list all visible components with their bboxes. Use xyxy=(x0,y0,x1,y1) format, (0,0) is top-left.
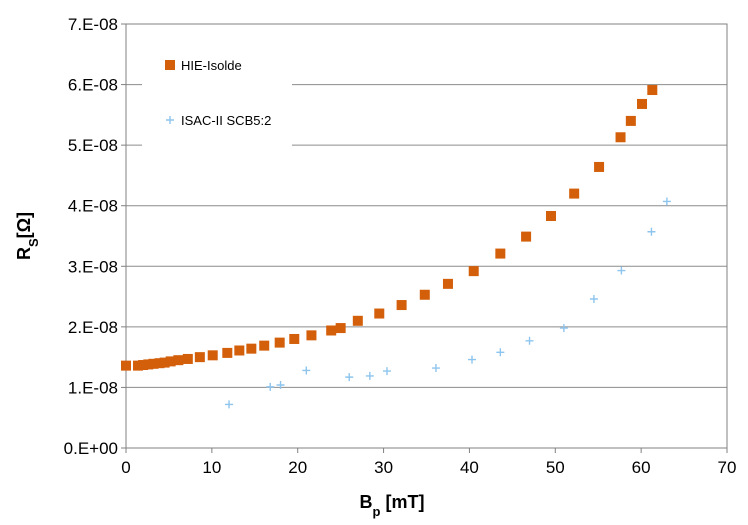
legend: HIE-Isolde ISAC-II SCB5:2 xyxy=(142,40,292,150)
data-point xyxy=(365,371,374,380)
legend-box xyxy=(142,40,292,150)
data-point xyxy=(335,323,346,334)
data-point xyxy=(274,337,285,348)
data-point xyxy=(133,360,144,371)
data-point xyxy=(468,266,479,277)
data-point xyxy=(302,366,311,375)
data-point xyxy=(165,356,176,367)
data-point xyxy=(495,248,506,259)
data-point xyxy=(148,358,159,369)
data-point xyxy=(225,400,234,409)
y-axis-ticks: 0.E+00 1.E-08 2.E-08 3.E-08 4.E-08 5.E-08 6.E-… xyxy=(64,15,126,458)
data-point xyxy=(442,278,453,289)
x-axis-ticks: 0 10 20 30 40 50 60 70 xyxy=(121,448,736,477)
x-tick-label: 70 xyxy=(718,458,737,477)
data-point xyxy=(207,350,218,361)
legend-plus-marker xyxy=(166,116,174,124)
data-point xyxy=(615,132,626,143)
data-point xyxy=(374,308,385,319)
y-tick-label: 4.E-08 xyxy=(68,197,118,216)
data-point xyxy=(594,161,605,172)
data-marks xyxy=(121,85,671,409)
x-tick-label: 50 xyxy=(546,458,565,477)
data-point xyxy=(121,360,131,371)
y-tick-label: 0.E+00 xyxy=(64,439,118,458)
data-point xyxy=(559,324,568,333)
data-point xyxy=(234,345,245,356)
data-point xyxy=(637,98,648,109)
data-point xyxy=(345,373,354,382)
legend-label-isac-ii: ISAC-II SCB5:2 xyxy=(181,113,271,128)
data-point xyxy=(326,325,337,336)
data-point xyxy=(647,85,658,96)
data-point xyxy=(276,381,285,390)
y-tick-label: 6.E-08 xyxy=(68,76,118,95)
x-tick-label: 40 xyxy=(460,458,479,477)
data-point xyxy=(496,348,505,357)
data-point xyxy=(352,315,363,326)
data-point xyxy=(306,330,317,341)
legend-label-hie-isolde: HIE-Isolde xyxy=(181,58,242,73)
data-point xyxy=(289,333,300,344)
x-tick-label: 60 xyxy=(632,458,651,477)
data-point xyxy=(396,300,407,311)
legend-swatch-hie-isolde xyxy=(165,60,175,70)
data-point xyxy=(617,266,626,275)
data-point xyxy=(525,336,534,345)
y-axis-title: RS[Ω] xyxy=(14,212,41,260)
legend-swatch-isac-ii xyxy=(166,116,174,124)
gridlines xyxy=(126,84,727,388)
data-point xyxy=(569,188,580,199)
data-point xyxy=(647,227,656,236)
data-point xyxy=(589,294,598,303)
y-tick-label: 2.E-08 xyxy=(68,318,118,337)
x-tick-label: 10 xyxy=(202,458,221,477)
x-axis-title: Bp [mT] xyxy=(360,492,425,519)
data-point xyxy=(138,360,149,371)
data-point xyxy=(173,355,184,366)
data-point xyxy=(154,358,165,369)
y-tick-label: 7.E-08 xyxy=(68,15,118,34)
data-point xyxy=(383,367,392,376)
data-point xyxy=(662,197,671,206)
data-point xyxy=(143,359,154,370)
data-point xyxy=(222,347,233,358)
data-point xyxy=(419,289,430,300)
y-tick-label: 1.E-08 xyxy=(68,378,118,397)
data-point xyxy=(246,343,257,354)
series-isac-ii xyxy=(225,197,671,409)
y-tick-label: 5.E-08 xyxy=(68,136,118,155)
data-point xyxy=(431,364,440,373)
y-tick-label: 3.E-08 xyxy=(68,257,118,276)
data-point xyxy=(625,115,636,126)
plot-area-frame xyxy=(125,23,728,449)
data-point xyxy=(521,231,532,242)
data-point xyxy=(182,353,193,364)
data-point xyxy=(194,352,205,363)
x-tick-label: 20 xyxy=(288,458,307,477)
data-point xyxy=(259,340,270,351)
data-point xyxy=(468,355,477,364)
x-tick-label: 30 xyxy=(374,458,393,477)
series-hie-isolde xyxy=(121,85,658,371)
x-tick-label: 0 xyxy=(121,458,130,477)
data-point xyxy=(266,382,275,391)
data-point xyxy=(545,211,556,222)
data-point xyxy=(159,357,170,368)
